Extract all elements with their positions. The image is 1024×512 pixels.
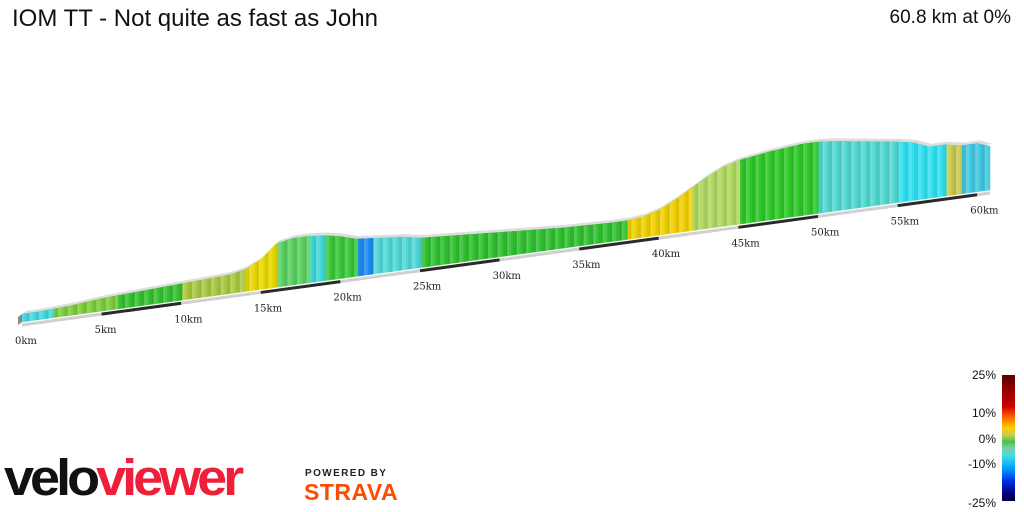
gradient-color-scale (1002, 375, 1015, 501)
axis-tick-label: 35km (572, 260, 601, 271)
logo-velo: velo (4, 449, 100, 507)
axis-tick-label: 45km (731, 238, 760, 249)
axis-tick-label: 30km (493, 271, 522, 282)
elevation-profile-area (18, 138, 992, 325)
axis-tick-label: 50km (811, 227, 840, 238)
powered-by-label: POWERED BY (305, 468, 388, 479)
legend-label-max: 25% (971, 368, 996, 382)
axis-tick-label: 25km (413, 282, 442, 293)
legend-label-10: 10% (971, 406, 996, 420)
axis-tick-label: 40km (652, 249, 681, 260)
veloviewer-logo[interactable]: veloviewer (4, 449, 244, 507)
strava-logo[interactable]: STRAVA (304, 479, 399, 505)
route-summary: 60.8 km at 0% (889, 7, 1011, 28)
axis-tick-label: 5km (95, 325, 117, 336)
axis-tick-label: 55km (891, 217, 920, 228)
distance-axis: 0km 5km 10km 15km 20km 25km 30km 35km 40km 45km 50… (15, 191, 999, 347)
axis-tick-label: 0km (15, 336, 37, 347)
axis-tick-label: 20km (333, 293, 362, 304)
legend-label-0: 0% (978, 432, 996, 446)
elevation-profile-chart: 0km 5km 10km 15km 20km 25km 30km 35km 40km 45km 50… (15, 138, 999, 347)
axis-tick-label: 60km (970, 206, 999, 217)
page-title: IOM TT - Not quite as fast as John (12, 5, 378, 32)
logo-viewer: viewer (96, 449, 244, 507)
legend-label-neg10: -10% (967, 457, 996, 471)
legend-label-min: -25% (967, 496, 996, 510)
axis-tick-label: 10km (174, 314, 203, 325)
axis-tick-label: 15km (254, 303, 283, 314)
gradient-legend: 25% 10% 0% -10% -25% (962, 366, 1024, 512)
